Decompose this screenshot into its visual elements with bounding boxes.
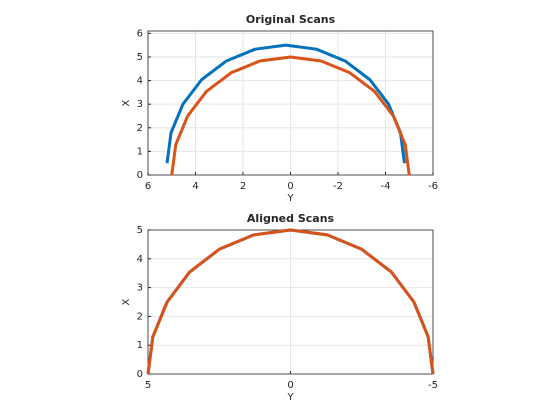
x-axis-label: Y [286, 392, 294, 403]
x-tick-label: 0 [287, 380, 293, 391]
series-line [165, 43, 406, 164]
series-line [146, 228, 435, 375]
y-tick-label: 0 [137, 369, 143, 380]
series-line [170, 55, 411, 176]
x-tick-label: -6 [428, 181, 438, 192]
y-tick-label: 1 [137, 340, 143, 351]
x-tick-label: 0 [287, 181, 293, 192]
axes-box [147, 30, 434, 176]
x-axis-label: Y [286, 193, 294, 204]
chart-title: Aligned Scans [247, 212, 335, 225]
y-tick-label: 5 [137, 225, 143, 236]
y-tick-label: 5 [137, 52, 143, 63]
y-tick-label: 2 [137, 311, 143, 322]
y-tick-label: 3 [137, 99, 143, 110]
x-tick-label: 5 [145, 380, 151, 391]
x-tick-label: 4 [192, 181, 198, 192]
x-tick-label: 2 [240, 181, 246, 192]
y-axis-label: X [121, 298, 132, 305]
x-tick-label: -2 [333, 181, 343, 192]
x-tick-label: -5 [428, 380, 438, 391]
y-tick-label: 2 [137, 123, 143, 134]
x-tick-label: -4 [381, 181, 391, 192]
y-tick-label: 3 [137, 283, 143, 294]
y-tick-label: 4 [137, 254, 143, 265]
y-tick-label: 0 [137, 170, 143, 181]
y-tick-label: 4 [137, 76, 143, 87]
y-axis-label: X [121, 99, 132, 106]
x-tick-label: 6 [145, 181, 151, 192]
chart-title: Original Scans [246, 13, 336, 26]
y-tick-label: 6 [137, 28, 143, 39]
y-tick-label: 1 [137, 146, 143, 157]
